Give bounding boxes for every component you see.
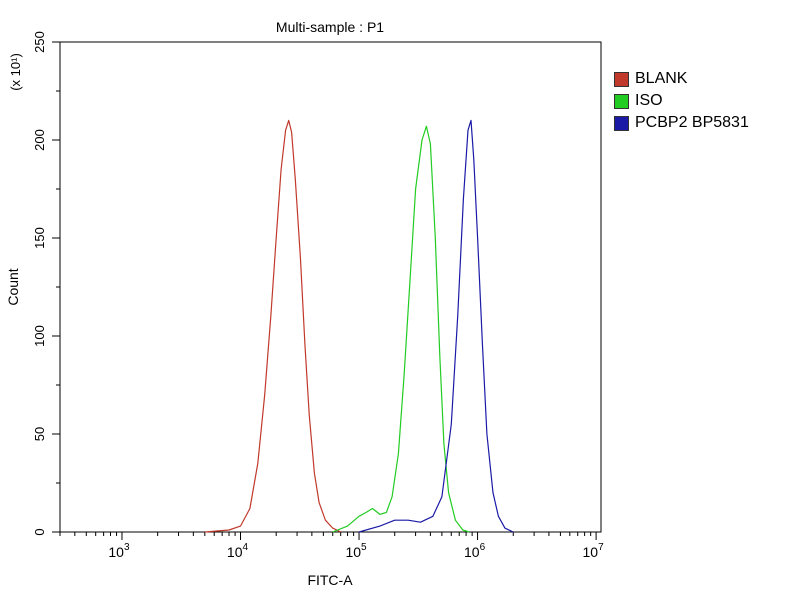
y-axis-label: Count: [5, 268, 21, 305]
chart-title: Multi-sample : P1: [276, 19, 384, 35]
x-tick-label: 104: [227, 542, 249, 560]
y-multiplier-label: (x 10¹): [8, 53, 23, 91]
series-layer: [204, 119, 514, 533]
y-tick-label: 0: [32, 528, 47, 535]
series-line-blank: [204, 119, 341, 533]
legend: BLANK ISO PCBP2 BP5831: [614, 68, 749, 134]
legend-label: BLANK: [635, 70, 688, 87]
legend-swatch: [614, 71, 629, 87]
y-axis: 0 50 100 150 200 250: [32, 31, 60, 536]
x-tick-label: 105: [345, 542, 367, 560]
legend-item: PCBP2 BP5831: [614, 112, 749, 134]
y-tick-label: 100: [32, 325, 47, 347]
plot-frame: [59, 41, 602, 533]
y-tick-label: 150: [32, 227, 47, 249]
legend-swatch: [614, 93, 629, 109]
legend-label: PCBP2 BP5831: [635, 114, 749, 131]
x-axis: 103 104 105 106 107: [59, 532, 605, 560]
x-tick-label: 107: [583, 542, 605, 560]
y-tick-label: 50: [32, 427, 47, 441]
x-axis-label: FITC-A: [307, 572, 353, 588]
x-tick-label: 103: [108, 542, 130, 560]
series-line-iso: [332, 125, 470, 533]
legend-swatch: [614, 115, 629, 131]
y-tick-label: 250: [32, 31, 47, 53]
y-tick-label: 200: [32, 129, 47, 151]
x-tick-label: 106: [464, 542, 486, 560]
legend-label: ISO: [635, 92, 663, 109]
legend-item: BLANK: [614, 68, 749, 90]
legend-item: ISO: [614, 90, 749, 112]
series-line-pcbp2-bp5831: [358, 119, 514, 533]
